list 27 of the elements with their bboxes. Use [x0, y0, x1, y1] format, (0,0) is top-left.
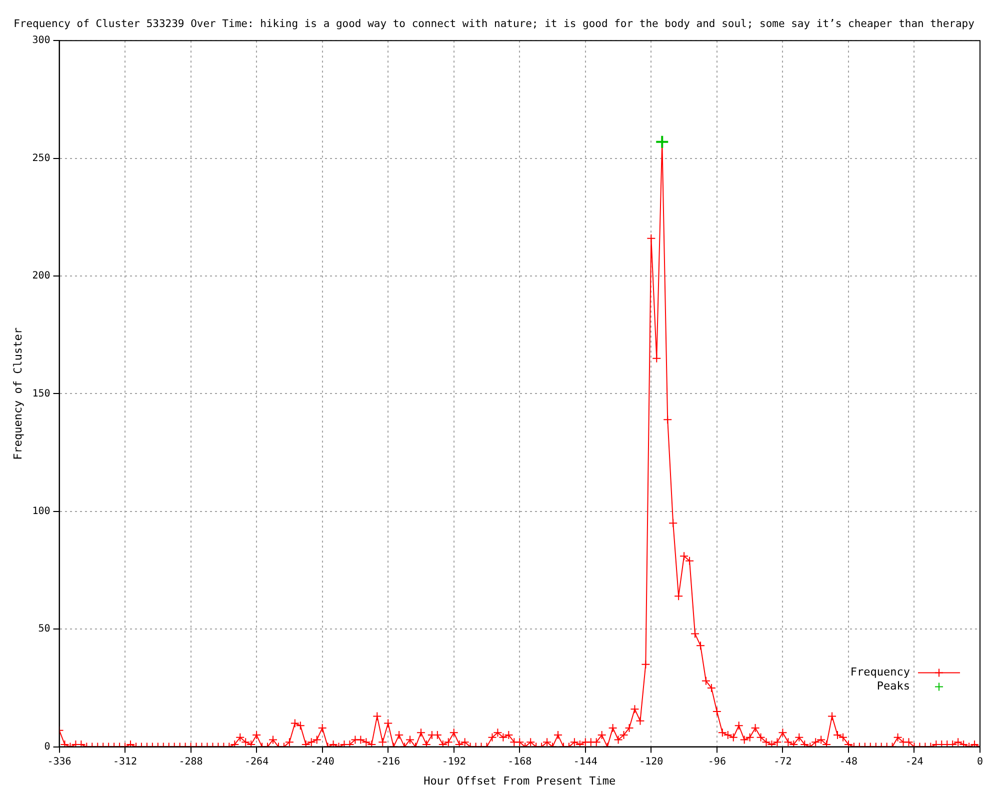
x-axis-title: Hour Offset From Present Time [424, 774, 616, 788]
x-tick-label: -240 [310, 756, 334, 768]
y-axis-title: Frequency of Cluster [11, 327, 24, 460]
chart-title: Frequency of Cluster 533239 Over Time: hiking is a good way to connect with nature; it is good for the body and soul; some say it’s cheaper than therapy [14, 18, 974, 30]
x-tick-label: -288 [178, 756, 203, 768]
x-tick-label: -144 [573, 756, 598, 768]
x-tick-label: -216 [376, 756, 400, 768]
x-tick-label: -120 [639, 756, 664, 768]
y-tick-label: 100 [32, 506, 50, 517]
y-tick-label: 250 [32, 152, 50, 164]
x-tick-label: -96 [708, 756, 726, 768]
legend-label: Frequency [850, 666, 910, 679]
legend-label: Peaks [876, 680, 910, 693]
x-tick-label: -336 [47, 756, 72, 768]
x-tick-label: -192 [442, 756, 466, 768]
x-tick-label: -24 [905, 756, 924, 768]
x-tick-label: -312 [112, 756, 138, 768]
y-tick-label: 300 [32, 35, 50, 46]
x-tick-label: -168 [508, 756, 532, 768]
y-tick-label: 200 [32, 270, 50, 282]
x-tick-label: 0 [976, 756, 984, 768]
y-tick-label: 50 [38, 624, 50, 635]
x-tick-label: -72 [774, 756, 792, 768]
y-tick-label: 150 [32, 388, 50, 400]
y-tick-label: 0 [44, 741, 50, 752]
x-tick-label: -264 [244, 756, 269, 768]
x-tick-label: -48 [839, 756, 858, 768]
